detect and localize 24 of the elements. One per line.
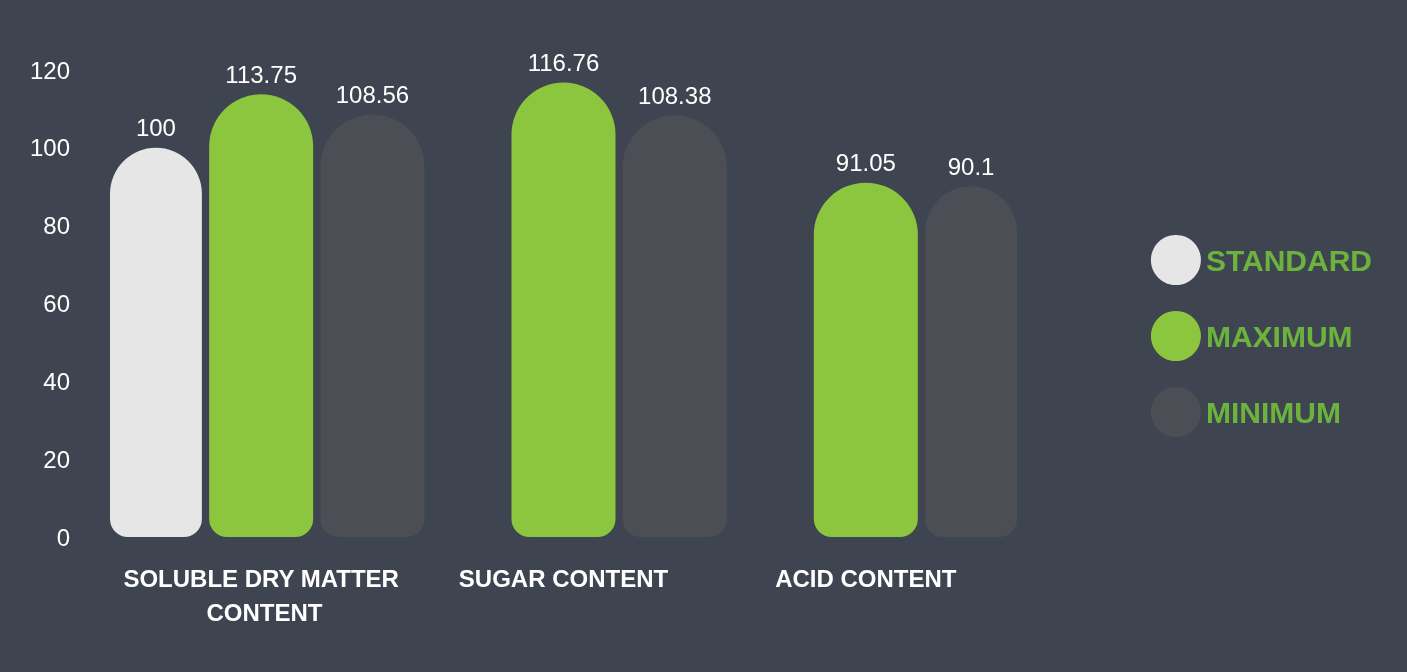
y-tick-label: 60 <box>43 290 70 317</box>
y-tick-label: 20 <box>43 445 70 473</box>
x-tick-label: ACID CONTENT <box>775 564 957 592</box>
data-label: 116.76 <box>527 49 600 77</box>
bar <box>511 82 616 537</box>
legend-label: MINIMUM <box>1205 395 1341 429</box>
x-tick-label: SUGAR CONTENT <box>458 564 669 592</box>
bar <box>209 94 314 537</box>
y-tick-label: 120 <box>29 56 70 84</box>
data-label: 108.56 <box>335 81 410 109</box>
bar <box>813 182 918 537</box>
y-tick-label: 40 <box>43 367 70 395</box>
bar <box>110 147 202 537</box>
data-label: 108.38 <box>638 81 712 109</box>
legend-label: STANDARD <box>1205 243 1373 277</box>
x-tick-label: SOLUBLE DRY MATTER CONTENT <box>123 564 399 626</box>
y-tick-label: 80 <box>43 212 70 240</box>
y-tick-label: 100 <box>29 134 70 162</box>
data-label: 90.1 <box>947 152 995 180</box>
data-label: 100 <box>135 114 176 142</box>
legend-label: MAXIMUM <box>1205 319 1353 353</box>
data-label: 113.75 <box>225 60 297 88</box>
y-tick-label: 0 <box>56 523 70 551</box>
data-label: 91.05 <box>835 149 896 177</box>
